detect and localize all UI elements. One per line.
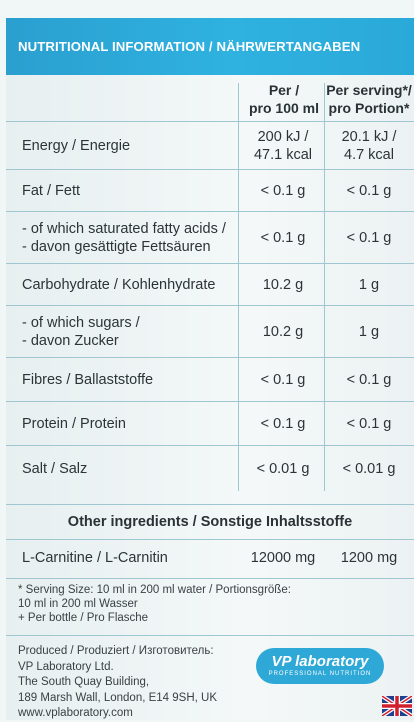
row-label: - of which saturated fatty acids / (22, 221, 226, 237)
footnote-serving-size: * Serving Size: 10 ml in 200 ml water / … (18, 584, 291, 596)
row-label: Fibres / Ballaststoffe (22, 372, 154, 388)
table-row: Fibres / Ballaststoffe < 0.1 g < 0.1 g (6, 357, 414, 402)
logo-subtext: PROFESSIONAL NUTRITION (268, 671, 372, 677)
row-label: - of which sugars / (22, 315, 140, 331)
table-row: - of which saturated fatty acids / - davo… (6, 211, 414, 264)
footnotes: * Serving Size: 10 ml in 200 ml water / … (18, 583, 291, 625)
table-row: - of which sugars / - davon Zucker 10.2 g… (6, 305, 414, 358)
column-per-serving-line2: pro Portion* (328, 100, 410, 116)
value-per-serving: 1 g (358, 324, 380, 340)
nutrition-label: NUTRITIONAL INFORMATION / NÄHRWERTANGABE… (6, 18, 414, 720)
value-per-serving: < 0.1 g (346, 372, 392, 388)
value-per-serving: 20.1 kJ / (341, 129, 397, 145)
producer-info: Produced / Produziert / Изготовитель: VP… (18, 644, 217, 722)
column-per-serving: Per serving*/ pro Portion* (324, 81, 414, 117)
table-row: Energy / Energie 200 kJ / 47.1 kcal 20.1 … (6, 121, 414, 170)
producer-building: The South Quay Building, (18, 676, 150, 688)
value-per-100ml: < 0.01 g (256, 461, 310, 477)
value-per-100ml: < 0.1 g (260, 183, 306, 199)
other-ingredients-heading: Other ingredients / Sonstige Inhaltsstof… (6, 504, 414, 540)
row-label: Energy / Energie (22, 138, 131, 154)
carnitine-per-100ml: 12000 mg (250, 550, 316, 566)
header-title: NUTRITIONAL INFORMATION / NÄHRWERTANGABE… (18, 39, 361, 54)
footnote-serving-size-2: 10 ml in 200 ml Wasser (18, 598, 138, 610)
column-divider (324, 83, 325, 491)
other-ingredients-title: Other ingredients / Sonstige Inhaltsstof… (67, 514, 353, 530)
value-per-serving: < 0.1 g (346, 230, 392, 246)
row-label: Salt / Salz (22, 461, 88, 477)
table-header: NUTRITIONAL INFORMATION / NÄHRWERTANGABE… (6, 18, 414, 75)
carnitine-per-serving: 1200 mg (340, 550, 398, 566)
vp-laboratory-logo: VP laboratory PROFESSIONAL NUTRITION (256, 648, 384, 684)
value-per-100ml: < 0.1 g (260, 416, 306, 432)
column-divider (238, 83, 239, 491)
footnote-per-bottle: + Per bottle / Pro Flasche (18, 612, 149, 624)
producer-website: www.vplaboratory.com (18, 707, 133, 719)
value-per-serving: < 0.01 g (342, 461, 396, 477)
table-row: Carbohydrate / Kohlenhydrate 10.2 g 1 g (6, 263, 414, 306)
row-label-2: - davon gesättigte Fettsäuren (22, 239, 211, 255)
table-row: Salt / Salz < 0.01 g < 0.01 g (6, 445, 414, 492)
divider (6, 635, 414, 636)
table-row: Protein / Protein < 0.1 g < 0.1 g (6, 401, 414, 446)
row-label: Carbohydrate / Kohlenhydrate (22, 277, 216, 293)
value-per-serving-2: 4.7 kcal (344, 147, 394, 163)
row-label: Protein / Protein (22, 416, 126, 432)
row-label: Fat / Fett (22, 183, 81, 199)
column-per-100ml-line1: Per / (268, 82, 300, 98)
carnitine-label: L-Carnitine / L-Carnitin (22, 550, 168, 566)
producer-address: 189 Marsh Wall, London, E14 9SH, UK (18, 691, 218, 704)
value-per-100ml: 10.2 g (262, 324, 304, 340)
column-per-serving-line1: Per serving*/ (326, 82, 412, 98)
value-per-100ml: 10.2 g (262, 277, 304, 293)
value-per-100ml: 200 kJ / (257, 129, 309, 145)
column-per-100ml-line2: pro 100 ml (248, 100, 320, 116)
logo-text: VP laboratory (271, 653, 369, 670)
value-per-serving: < 0.1 g (346, 416, 392, 432)
value-per-100ml-2: 47.1 kcal (253, 147, 313, 163)
table-row: Fat / Fett < 0.1 g < 0.1 g (6, 169, 414, 212)
producer-company: VP Laboratory Ltd. (18, 660, 114, 673)
carnitine-row: L-Carnitine / L-Carnitin 12000 mg 1200 m… (6, 538, 414, 579)
producer-heading: Produced / Produziert / Изготовитель: (18, 645, 214, 657)
column-per-100ml: Per / pro 100 ml (242, 81, 326, 117)
uk-flag-icon (382, 696, 412, 716)
value-per-100ml: < 0.1 g (260, 372, 306, 388)
value-per-serving: < 0.1 g (346, 183, 392, 199)
value-per-100ml: < 0.1 g (260, 230, 306, 246)
value-per-serving: 1 g (358, 277, 380, 293)
row-label-2: - davon Zucker (22, 333, 119, 349)
